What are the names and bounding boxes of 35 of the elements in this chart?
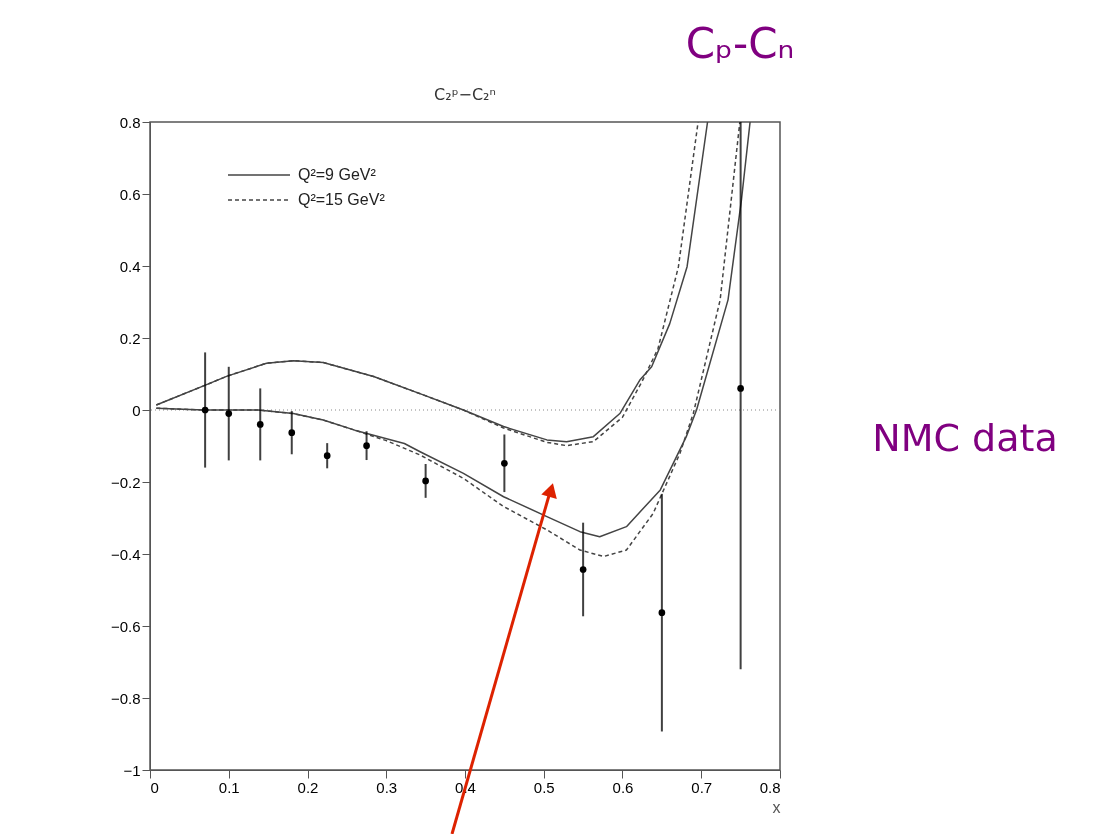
- y-tick-label: 0.2: [119, 329, 141, 347]
- y-tick-label: 0: [132, 401, 141, 419]
- point: [363, 442, 370, 449]
- x-tick-label: 0: [150, 778, 159, 796]
- y-tick-label: −0.6: [110, 617, 141, 635]
- text: NMC data: [872, 416, 1058, 460]
- point: [579, 566, 587, 573]
- y-tick-label: 0.6: [119, 185, 141, 203]
- y-tick-label: −0.8: [110, 689, 141, 707]
- y-tick-label: 0.8: [119, 113, 141, 131]
- x-tick-label: 0.5: [533, 778, 555, 796]
- point: [256, 421, 264, 428]
- point: [323, 452, 331, 460]
- x-tick-label: 0.1: [218, 778, 240, 796]
- x-tick-label: 0.8: [759, 778, 781, 796]
- y-tick-label: −0.2: [110, 473, 141, 491]
- point: [737, 385, 744, 392]
- x-axis-title: x: [772, 798, 781, 816]
- point: [225, 410, 233, 417]
- point: [201, 406, 209, 414]
- x-tick-label: 0.7: [691, 778, 713, 796]
- point: [658, 609, 666, 617]
- y-tick-label: −1: [123, 761, 141, 779]
- point: [422, 477, 429, 485]
- x-tick-label: 0.3: [376, 778, 398, 796]
- chart-title: C₂ᵖ−C₂ⁿ: [434, 85, 496, 104]
- legend-label: Q²=9 GeV²: [298, 166, 377, 183]
- legend-label: Q²=15 GeV²: [298, 191, 386, 208]
- y-tick-label: 0.4: [119, 257, 141, 275]
- point: [288, 429, 296, 437]
- x-tick-label: 0.2: [297, 778, 319, 796]
- text: Cₚ-Cₙ: [685, 19, 795, 68]
- point: [501, 459, 508, 467]
- x-tick-label: 0.6: [612, 778, 634, 796]
- y-tick-label: −0.4: [110, 545, 141, 563]
